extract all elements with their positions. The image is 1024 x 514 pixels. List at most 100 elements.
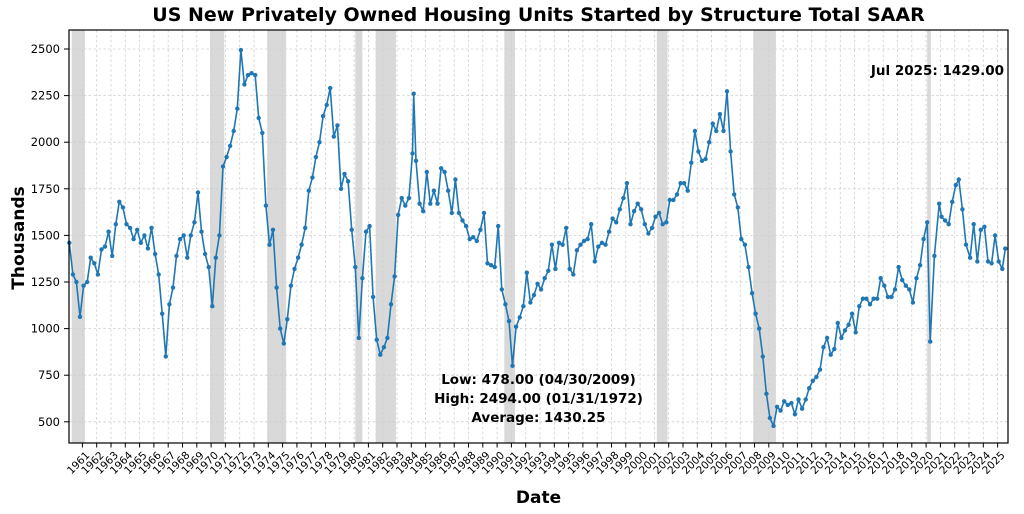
data-point (821, 345, 826, 350)
data-point (696, 149, 701, 154)
data-point (864, 296, 869, 301)
data-point (374, 337, 379, 342)
data-point (989, 261, 994, 266)
data-point (192, 220, 197, 225)
data-point (313, 154, 319, 160)
data-point (99, 247, 104, 252)
data-point (174, 253, 179, 259)
data-point (824, 335, 830, 341)
data-point (839, 335, 844, 341)
data-point (746, 264, 751, 270)
data-point (413, 158, 419, 163)
data-point (925, 220, 930, 225)
data-point (757, 326, 762, 331)
data-point (385, 335, 390, 341)
data-point (167, 302, 172, 307)
data-point (721, 128, 726, 134)
data-point (285, 317, 290, 322)
data-point (411, 91, 416, 96)
data-point (546, 268, 551, 273)
data-point (674, 192, 680, 197)
data-point (860, 296, 866, 301)
data-point (782, 399, 787, 404)
data-point (606, 229, 612, 234)
data-point (353, 264, 358, 270)
data-point (681, 181, 687, 186)
data-point (424, 169, 429, 175)
data-point (914, 276, 919, 281)
data-point (531, 292, 537, 298)
data-point (624, 181, 630, 186)
data-point (842, 328, 848, 333)
data-point (631, 209, 637, 214)
data-point (592, 259, 597, 264)
data-point (950, 199, 955, 204)
data-point (817, 367, 823, 372)
data-point (270, 227, 276, 232)
data-point (664, 220, 669, 225)
data-point (760, 354, 765, 359)
data-point (660, 222, 665, 227)
data-point (263, 203, 269, 208)
data-point (628, 222, 633, 227)
data-point (456, 210, 462, 216)
data-point (131, 236, 136, 242)
data-point (156, 272, 161, 277)
data-point (889, 294, 894, 300)
data-point (310, 175, 315, 180)
data-point (871, 296, 876, 301)
data-point (535, 281, 540, 286)
data-point (503, 302, 508, 307)
data-point (245, 72, 251, 78)
data-point (903, 283, 908, 288)
data-point (542, 276, 547, 281)
data-point (907, 287, 912, 292)
data-point (188, 233, 193, 238)
data-point (610, 216, 615, 221)
data-point (571, 272, 576, 277)
data-point (835, 320, 840, 326)
data-point (678, 181, 683, 186)
data-point (77, 314, 83, 319)
data-point (370, 294, 376, 300)
data-point (421, 209, 426, 214)
data-point (378, 352, 383, 357)
data-point (703, 156, 708, 162)
y-tick-label: 1750 (31, 182, 60, 196)
data-point (142, 233, 147, 238)
data-point (160, 311, 165, 316)
data-point (485, 261, 490, 266)
recession-band (375, 30, 396, 443)
data-point (956, 177, 961, 182)
data-point (767, 415, 773, 421)
data-point (932, 253, 937, 259)
data-point (235, 106, 240, 111)
data-point (567, 266, 572, 272)
data-point (149, 225, 154, 231)
data-point (92, 261, 97, 266)
y-axis-label: Thousands (9, 186, 29, 290)
data-point (1000, 266, 1005, 272)
data-point (145, 246, 151, 251)
data-point (306, 188, 311, 193)
recession-band (355, 30, 363, 443)
data-point (975, 259, 980, 264)
data-point (939, 214, 944, 219)
data-point (428, 201, 433, 206)
data-point (656, 210, 662, 216)
data-point (135, 227, 140, 232)
data-point (435, 201, 440, 206)
data-point (356, 335, 361, 341)
data-point (170, 285, 176, 290)
data-point (260, 130, 265, 136)
data-point (1003, 246, 1008, 251)
data-point (320, 113, 326, 119)
data-point (878, 276, 883, 281)
data-point (317, 140, 322, 145)
data-point (217, 233, 222, 238)
data-point (617, 207, 622, 212)
average-annotation: Average: 1430.25 (471, 410, 606, 426)
data-point (581, 238, 587, 244)
data-point (517, 315, 522, 320)
